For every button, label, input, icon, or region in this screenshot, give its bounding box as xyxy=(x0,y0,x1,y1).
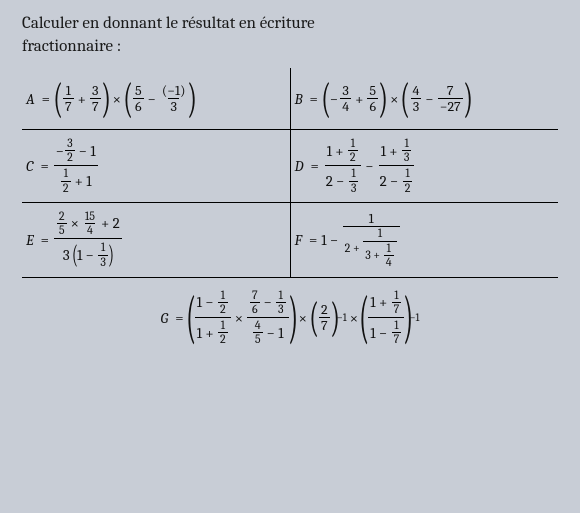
cell-B: B = ( − 34 + 56 ) × ( 43 − 7−27 ) xyxy=(290,68,558,130)
cell-E: E = 25 × 154 + 2 3 ( 1 − 13 ) xyxy=(22,202,290,277)
label-F: F xyxy=(295,231,302,249)
exercise-table: A = ( 17 + 37 ) × ( 56 − (−1)3 ) B = ( −… xyxy=(22,68,558,357)
label-B: B xyxy=(295,90,303,108)
cell-G: G = ( 1 − 12 1 + 12 × 76−13 45− 1 ) × ( … xyxy=(22,278,558,358)
cell-C: C = −32− 1 12+ 1 xyxy=(22,130,290,203)
cell-D: D = 1 + 12 2 − 13 − 1 + 13 2 − 12 xyxy=(290,130,558,203)
label-C: C xyxy=(26,157,33,175)
label-A: A xyxy=(26,90,35,108)
page-title-line2: fractionnaire : xyxy=(22,37,558,56)
label-E: E xyxy=(26,231,34,249)
cell-F: F = 1 − 1 2 + 1 3 + 14 xyxy=(290,202,558,277)
label-D: D xyxy=(295,157,304,175)
page-title-line1: Calculer en donnant le résultat en écrit… xyxy=(22,14,558,33)
cell-A: A = ( 17 + 37 ) × ( 56 − (−1)3 ) xyxy=(22,68,290,130)
label-G: G xyxy=(161,309,169,327)
